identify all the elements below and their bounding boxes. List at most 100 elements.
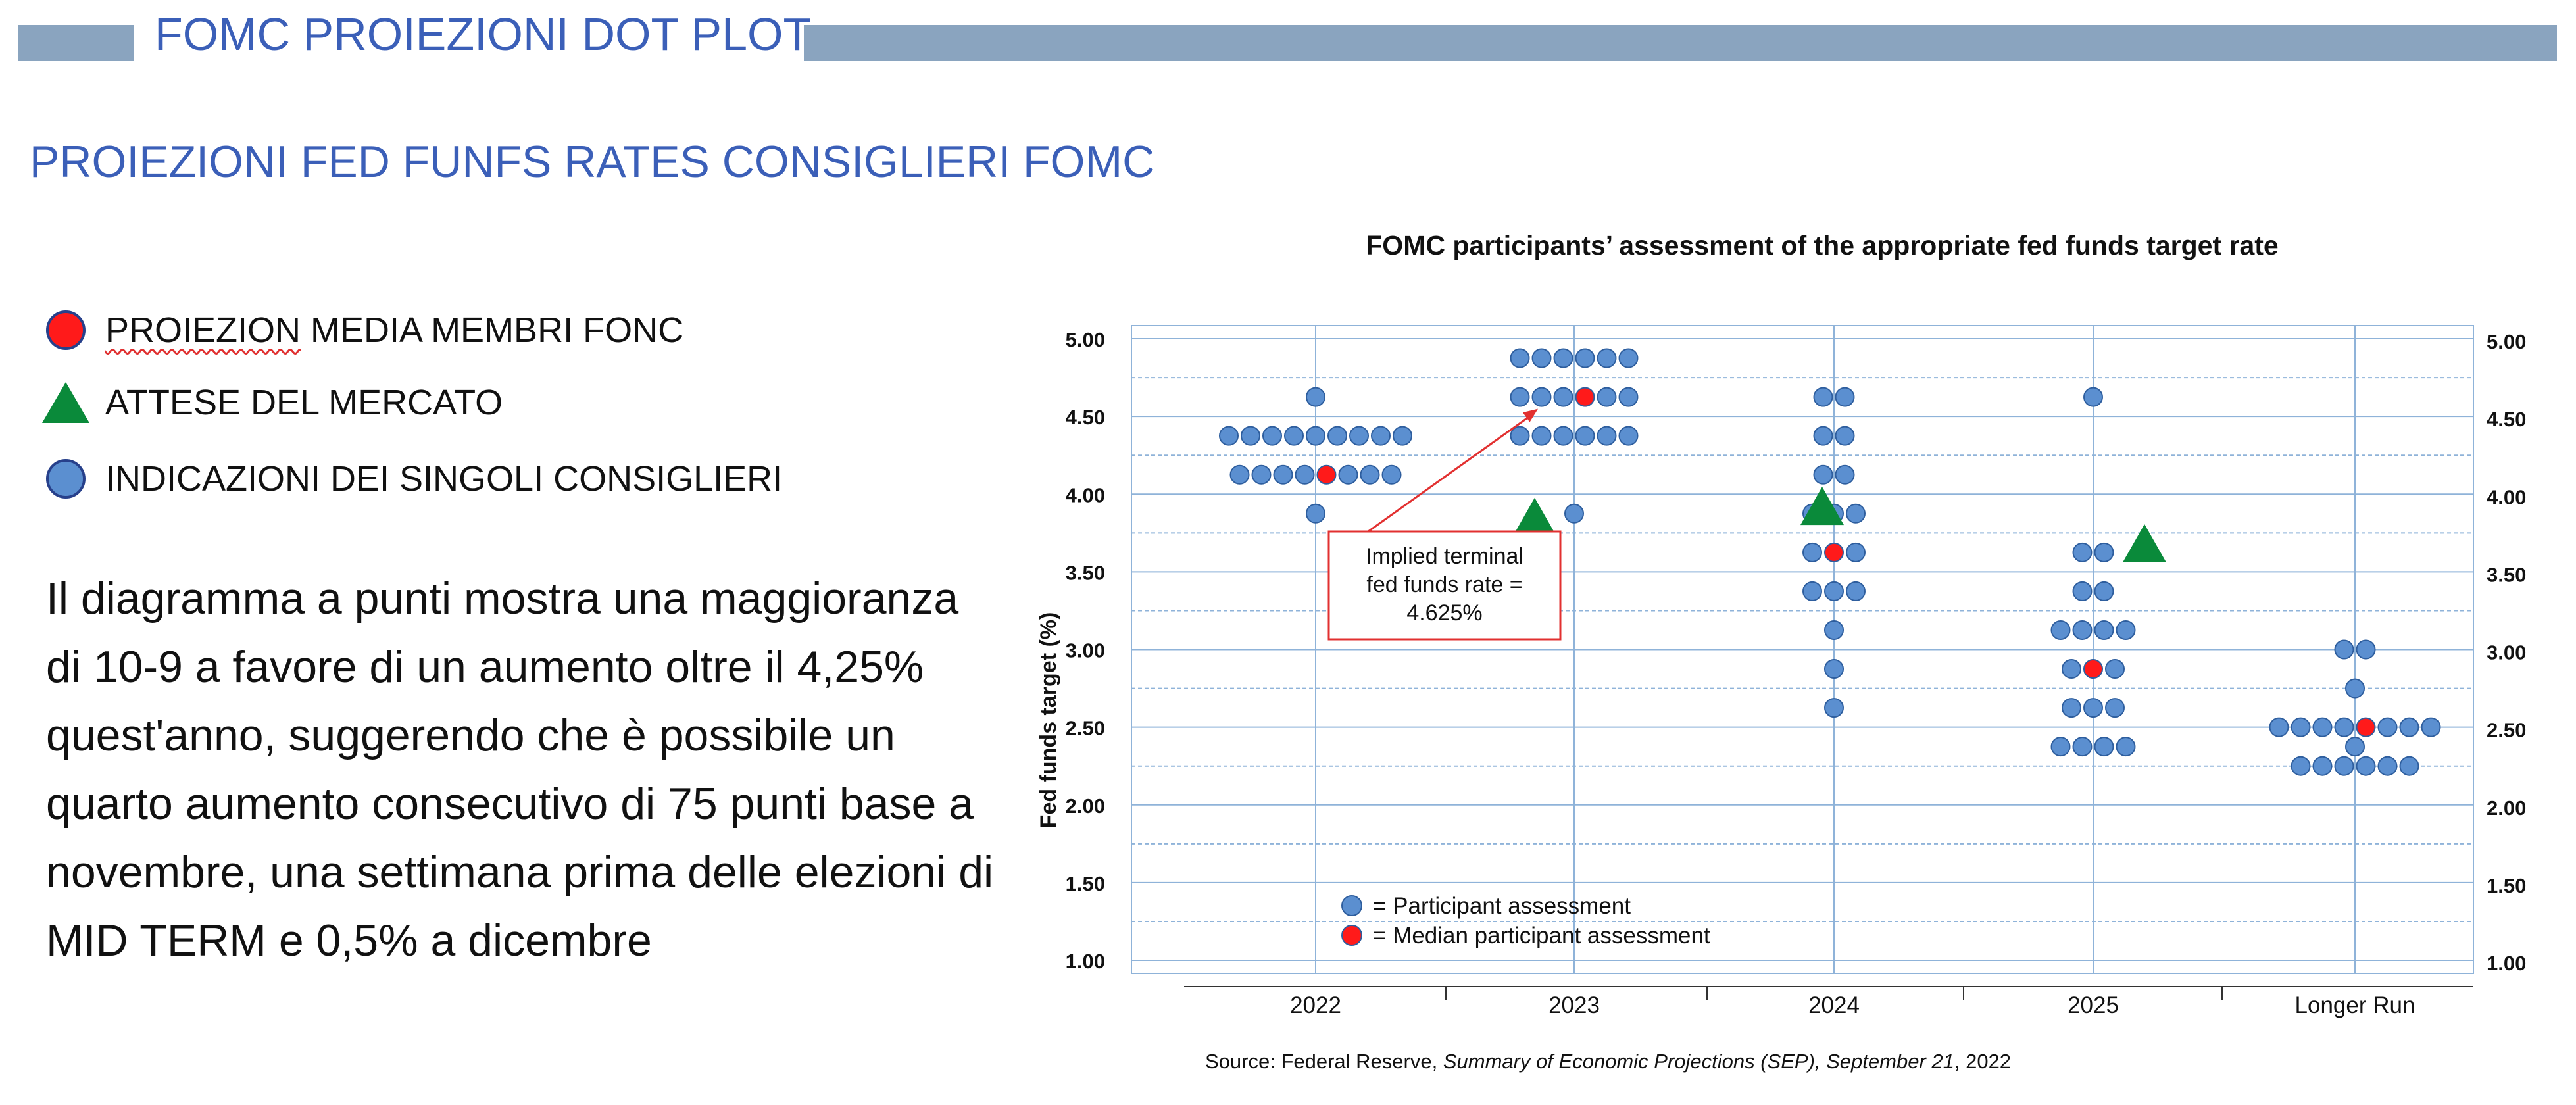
header-bar-left bbox=[18, 25, 134, 61]
participant-dot bbox=[1284, 426, 1304, 446]
median-dot bbox=[2356, 717, 2376, 737]
y-tick-label-right: 4.00 bbox=[2487, 485, 2526, 508]
y-tick-label-left: 4.00 bbox=[1066, 483, 1105, 506]
annotation-line-1: Implied terminal bbox=[1366, 544, 1523, 569]
participant-dot bbox=[2094, 620, 2114, 640]
participant-dot bbox=[2083, 698, 2103, 718]
participant-dot bbox=[2356, 756, 2376, 776]
participant-dot bbox=[2050, 737, 2071, 757]
chart-legend: = Participant assessment = Median partic… bbox=[1341, 893, 1710, 948]
x-tick-label: Longer Run bbox=[2295, 993, 2415, 1018]
y-tick-label-left: 5.00 bbox=[1066, 328, 1105, 351]
x-tick-label: 2023 bbox=[1548, 993, 1600, 1018]
participant-dot bbox=[2345, 737, 2365, 757]
participant-dot bbox=[1813, 426, 1833, 446]
annotation: Implied terminal fed funds rate = 4.625% bbox=[1327, 408, 1562, 641]
y-tick-label-right: 1.00 bbox=[2487, 952, 2526, 975]
participant-dot bbox=[1531, 348, 1552, 368]
y-tick-label-left: 1.00 bbox=[1066, 950, 1105, 973]
participant-dot bbox=[2094, 737, 2114, 757]
participant-dot bbox=[2062, 659, 2081, 679]
dot-plot-chart: FOMC participants’ assessment of the app… bbox=[1026, 217, 2559, 1092]
y-tick-label-right: 4.50 bbox=[2487, 408, 2526, 431]
participant-dot bbox=[1618, 426, 1639, 446]
participant-dot bbox=[1835, 387, 1855, 407]
y-tick-label-right: 2.50 bbox=[2487, 719, 2526, 742]
participant-dot bbox=[1251, 464, 1272, 485]
market-expectation-triangle bbox=[2123, 524, 2166, 562]
annotation-arrow bbox=[1368, 413, 1533, 533]
y-axis-label: Fed funds target (%) bbox=[1036, 612, 1061, 829]
participant-dot bbox=[1219, 426, 1239, 446]
participant-dot bbox=[1371, 426, 1391, 446]
participant-dot bbox=[2269, 717, 2289, 737]
median-dots bbox=[1316, 387, 2376, 737]
legend-label-median-prefix: PROIEZION bbox=[105, 310, 301, 350]
y-tick-label-left: 1.50 bbox=[1066, 872, 1105, 895]
participant-dot bbox=[1295, 464, 1315, 485]
participant-dot bbox=[1262, 426, 1282, 446]
legend-item-median: PROIEZION MEDIA MEMBRI FONC bbox=[39, 304, 683, 356]
participant-dot bbox=[1597, 387, 1617, 407]
participant-dot bbox=[2116, 737, 2136, 757]
participant-dot bbox=[2072, 542, 2093, 562]
participant-dot bbox=[1813, 464, 1833, 485]
y-tick-label-right: 5.00 bbox=[2487, 330, 2526, 353]
participant-dot bbox=[1575, 426, 1595, 446]
legend-median-label: = Median participant assessment bbox=[1373, 923, 1710, 948]
participant-dot bbox=[2345, 678, 2365, 699]
participant-dot bbox=[1510, 348, 1530, 368]
y-tick-label-left: 4.50 bbox=[1066, 406, 1105, 429]
legend-label-participants: INDICAZIONI DEI SINGOLI CONSIGLIERI bbox=[105, 459, 783, 499]
participant-dot bbox=[2356, 639, 2376, 660]
participant-dot bbox=[2072, 620, 2093, 640]
participant-dot bbox=[1564, 503, 1584, 524]
market-expectation-triangle bbox=[1513, 497, 1556, 536]
page-title: FOMC PROIEZIONI DOT PLOT bbox=[155, 9, 812, 60]
participant-dot bbox=[2094, 542, 2114, 562]
annotation-line-3: 4.625% bbox=[1406, 601, 1482, 626]
participant-dot bbox=[1846, 503, 1866, 524]
participant-dot bbox=[1338, 464, 1358, 485]
legend-participant-label: = Participant assessment bbox=[1373, 893, 1631, 919]
participant-dot bbox=[1824, 581, 1844, 601]
participant-dot bbox=[2105, 698, 2125, 718]
source-italic: Summary of Economic Projections (SEP), S… bbox=[1443, 1050, 1954, 1073]
legend-median-dot bbox=[1341, 925, 1362, 946]
participant-dot bbox=[1306, 426, 1325, 446]
participant-dot bbox=[1553, 426, 1573, 446]
participant-dot bbox=[2105, 659, 2125, 679]
participant-dot bbox=[2399, 756, 2419, 776]
header-bar-right bbox=[804, 25, 2557, 61]
legend-item-market: ATTESE DEL MERCATO bbox=[39, 376, 503, 429]
x-tick-label: 2025 bbox=[2068, 993, 2119, 1018]
y-tick-label-right: 1.50 bbox=[2487, 874, 2526, 897]
participant-dot bbox=[2334, 756, 2354, 776]
participant-dot bbox=[1824, 620, 1844, 640]
participant-dot bbox=[2399, 717, 2419, 737]
y-tick-labels: 1.00 1.00 1.50 1.50 2.00 2.00 2.50 2.50 3.00 3.00… bbox=[1066, 328, 2527, 975]
participant-dot bbox=[2094, 581, 2114, 601]
participant-dot bbox=[1381, 464, 1402, 485]
participant-dot bbox=[2377, 756, 2398, 776]
annotation-box bbox=[1327, 530, 1562, 641]
participant-dot bbox=[1802, 581, 1822, 601]
participant-dot bbox=[2312, 756, 2333, 776]
market-triangles bbox=[1513, 487, 2166, 562]
participant-dot bbox=[2116, 620, 2136, 640]
median-dot bbox=[2083, 659, 2103, 679]
participant-dot bbox=[2421, 717, 2441, 737]
legend-label-median-rest: MEDIA MEMBRI FONC bbox=[301, 310, 684, 350]
participant-dots bbox=[1219, 348, 2441, 776]
legend-item-participants: INDICAZIONI DEI SINGOLI CONSIGLIERI bbox=[39, 453, 782, 505]
participant-dot bbox=[1618, 348, 1639, 368]
participant-dot bbox=[1306, 387, 1325, 407]
participant-dot bbox=[2050, 620, 2071, 640]
participant-dot bbox=[1531, 426, 1552, 446]
y-tick-label-left: 2.00 bbox=[1066, 795, 1105, 818]
y-tick-label-left: 3.50 bbox=[1066, 561, 1105, 584]
participant-dot bbox=[2083, 387, 2103, 407]
x-tick-label: 2022 bbox=[1290, 993, 1341, 1018]
participant-dot bbox=[1531, 387, 1552, 407]
participant-dot bbox=[1306, 503, 1325, 524]
